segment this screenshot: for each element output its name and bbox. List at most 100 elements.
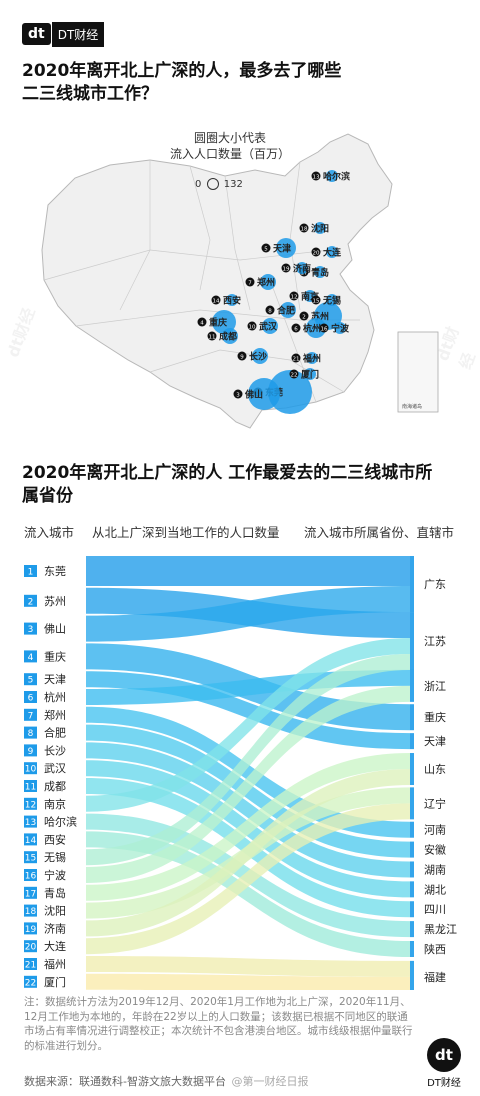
city-rank-2: 2 bbox=[28, 597, 34, 607]
city-label-10: 武汉 bbox=[259, 321, 278, 333]
province-bar-四川 bbox=[410, 901, 414, 918]
footnote: 注：数据统计方法为2019年12月、2020年1月工作地为北上广深，2020年1… bbox=[24, 996, 413, 1052]
city-name-12: 南京 bbox=[44, 797, 66, 811]
city-rank-box-16 bbox=[24, 869, 37, 881]
city-label-4: 重庆 bbox=[209, 317, 227, 329]
city-bubble-6 bbox=[306, 318, 326, 338]
city-rank-5: 5 bbox=[28, 676, 34, 686]
province-bar-山东 bbox=[410, 753, 414, 786]
city-bubble-15 bbox=[326, 294, 338, 306]
province-bar-浙江 bbox=[410, 669, 414, 702]
sankey-flows bbox=[86, 556, 410, 990]
middle-header: 从北上广深到当地工作的人口数量 bbox=[92, 525, 280, 540]
city-name-9: 长沙 bbox=[44, 744, 66, 757]
province-bar-江苏 bbox=[410, 612, 414, 671]
city-label-16: 宁波 bbox=[331, 323, 350, 335]
legend-circle bbox=[206, 178, 219, 190]
sankey-flow-7 bbox=[86, 706, 410, 838]
sankey-title: 2020年离开北上广深的人 工作最爱去的二三线城市所属省份 bbox=[22, 463, 433, 506]
city-bubble-14 bbox=[226, 294, 238, 306]
sankey-flow-3 bbox=[86, 586, 410, 642]
province-label-山东: 山东 bbox=[424, 763, 446, 776]
city-rank-12: 12 bbox=[25, 800, 36, 810]
city-badge-13 bbox=[311, 171, 321, 181]
city-rank-8: 8 bbox=[28, 729, 34, 739]
sankey-flow-16 bbox=[86, 685, 410, 883]
south-sea-label: 南海诸岛 bbox=[402, 403, 422, 410]
city-rank-box-9 bbox=[24, 744, 37, 757]
city-label-8: 合肥 bbox=[277, 305, 295, 317]
data-source: 数据来源：联通数科-智游文旅大数据平台 @第一财经日报 bbox=[24, 1073, 308, 1089]
data-source-text: 数据来源：联通数科-智游文旅大数据平台 bbox=[24, 1075, 226, 1088]
province-bar-河南 bbox=[410, 821, 414, 838]
city-badge-num-7: 7 bbox=[248, 281, 252, 287]
province-bar-广东 bbox=[410, 556, 414, 612]
map-legend: 圆圈大小代表 流入人口数量（百万） bbox=[160, 130, 300, 162]
legend-title-line2: 流入人口数量（百万） bbox=[169, 147, 290, 161]
city-label-7: 郑州 bbox=[257, 277, 275, 289]
province-bar-陕西 bbox=[410, 940, 414, 957]
city-bubble-22 bbox=[304, 368, 316, 380]
city-badge-11 bbox=[207, 331, 217, 341]
city-badge-16 bbox=[319, 323, 329, 333]
city-bubble-11 bbox=[222, 328, 238, 344]
city-badge-num-16: 16 bbox=[321, 327, 328, 333]
legend-min: 0 bbox=[195, 179, 202, 190]
city-badge-10 bbox=[247, 321, 257, 331]
brand-logo: dt DT财经 bbox=[22, 21, 105, 47]
sankey-flow-14 bbox=[86, 831, 410, 957]
city-name-16: 宁波 bbox=[44, 868, 66, 882]
source-watermark: @第一财经日报 bbox=[231, 1075, 309, 1088]
city-rank-3: 3 bbox=[28, 625, 34, 635]
city-badge-num-18: 18 bbox=[301, 227, 308, 233]
city-badge-2 bbox=[299, 311, 309, 321]
city-bubble-16 bbox=[334, 322, 346, 334]
city-rank-box-13 bbox=[24, 815, 37, 828]
city-bubble-7 bbox=[260, 274, 276, 290]
city-bubble-20 bbox=[326, 246, 338, 258]
south-sea-box bbox=[397, 331, 439, 413]
province-label-重庆: 重庆 bbox=[424, 710, 446, 724]
city-name-20: 大连 bbox=[44, 939, 66, 953]
city-rank-box-15 bbox=[24, 851, 37, 864]
province-label-安徽: 安徽 bbox=[424, 843, 446, 857]
city-rank-box-14 bbox=[24, 833, 37, 846]
city-rank-box-7 bbox=[24, 708, 37, 721]
city-label-22: 厦门 bbox=[301, 369, 319, 381]
city-rank-10: 10 bbox=[25, 765, 37, 775]
city-badge-num-11: 11 bbox=[209, 335, 216, 341]
city-rank-21: 21 bbox=[25, 961, 36, 971]
sankey-flow-15 bbox=[86, 654, 410, 866]
city-badge-num-15: 15 bbox=[313, 299, 320, 305]
city-badge-15 bbox=[311, 295, 321, 305]
city-badge-14 bbox=[211, 295, 221, 305]
city-badge-num-8: 8 bbox=[268, 309, 272, 315]
city-bubble-8 bbox=[280, 302, 296, 318]
city-name-21: 福州 bbox=[44, 957, 66, 971]
province-bar-辽宁 bbox=[410, 787, 414, 820]
city-badge-num-12: 12 bbox=[291, 295, 298, 301]
city-rank-box-5 bbox=[24, 673, 37, 686]
city-rank-19: 19 bbox=[25, 925, 37, 935]
city-rank-13: 13 bbox=[25, 818, 36, 828]
city-rank-6: 6 bbox=[28, 694, 34, 704]
province-label-天津: 天津 bbox=[424, 735, 446, 748]
city-bubbles: 1东莞2苏州3佛山4重庆5天津6杭州7郑州8合肥9长沙10武汉11成都12南京1… bbox=[197, 170, 350, 414]
city-rank-box-22 bbox=[24, 975, 37, 988]
city-badge-22 bbox=[289, 369, 299, 379]
city-badge-8 bbox=[265, 305, 275, 315]
city-rank-box-8 bbox=[24, 726, 37, 739]
city-bubble-18 bbox=[314, 222, 326, 234]
city-rank-9: 9 bbox=[28, 747, 34, 757]
map-title: 2020年离开北上广深的人，最多去了哪些二三线城市工作？ bbox=[22, 61, 342, 104]
city-label-19: 济南 bbox=[293, 263, 311, 275]
city-label-18: 沈阳 bbox=[311, 223, 329, 235]
province-bar-天津 bbox=[410, 733, 414, 750]
city-bubble-1 bbox=[268, 370, 312, 414]
city-label-17: 青岛 bbox=[311, 267, 329, 279]
city-label-9: 长沙 bbox=[249, 351, 267, 363]
city-badge-21 bbox=[291, 353, 301, 363]
footer-logo-mark: dt bbox=[427, 1038, 461, 1072]
province-bar-湖北 bbox=[410, 881, 414, 898]
